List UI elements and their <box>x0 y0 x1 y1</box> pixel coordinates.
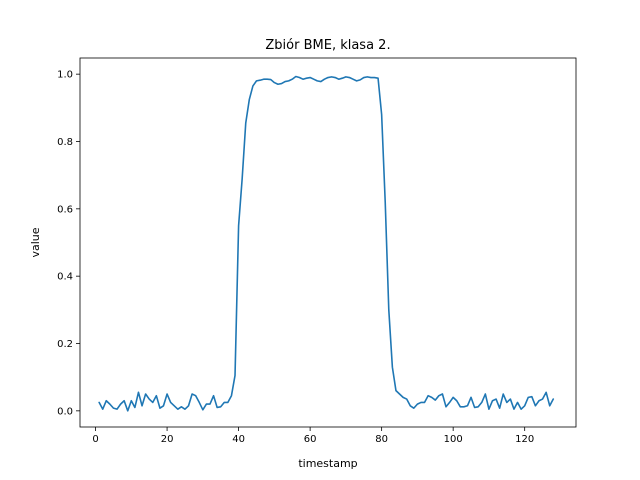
x-tick-label: 20 <box>161 434 174 445</box>
y-tick-label: 0.2 <box>57 339 73 350</box>
plot-area-frame <box>79 57 577 428</box>
x-tick-label: 40 <box>232 434 245 445</box>
chart-title: Zbiór BME, klasa 2. <box>265 38 390 53</box>
y-tick-label: 0.4 <box>57 272 73 283</box>
x-tick-label: 120 <box>515 434 534 445</box>
x-axis-ticks: 0 20 40 60 80 100 120 <box>92 427 534 445</box>
x-tick-label: 60 <box>304 434 317 445</box>
y-tick-label: 0.6 <box>57 204 73 215</box>
x-tick-label: 0 <box>92 434 98 445</box>
y-tick-label: 1.0 <box>57 70 73 81</box>
series-line <box>98 75 555 412</box>
x-tick-label: 100 <box>444 434 463 445</box>
x-axis-label: timestamp <box>298 457 357 470</box>
y-axis-label: value <box>29 227 42 257</box>
y-axis-ticks: 0.0 0.2 0.4 0.6 0.8 1.0 <box>57 70 80 417</box>
y-tick-label: 0.8 <box>57 137 73 148</box>
x-tick-label: 80 <box>375 434 388 445</box>
y-tick-label: 0.0 <box>57 406 73 417</box>
